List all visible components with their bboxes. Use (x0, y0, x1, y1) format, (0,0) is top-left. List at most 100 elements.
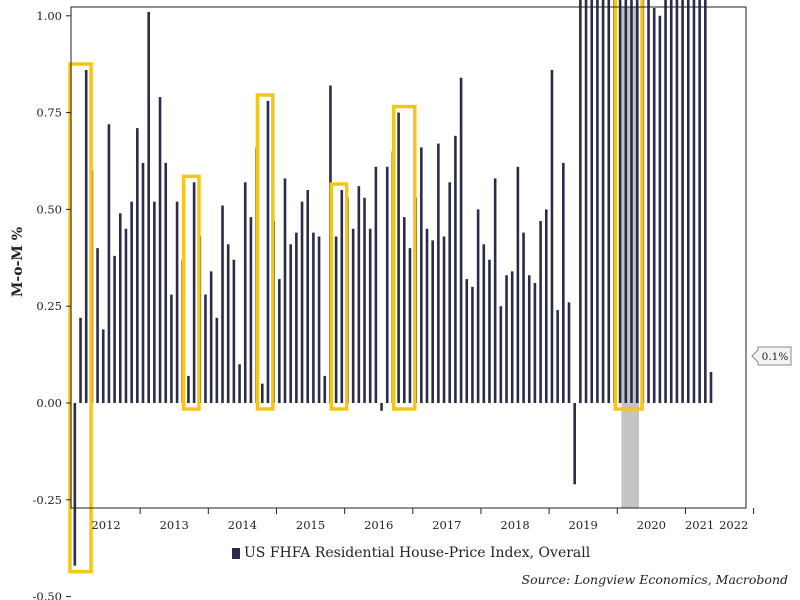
bar (635, 0, 639, 403)
bar (260, 383, 264, 403)
x-tick-label: 2020 (637, 518, 666, 532)
y-tick-label: -0.50 (33, 590, 63, 600)
bar (158, 97, 162, 403)
bar (647, 0, 650, 403)
bar (630, 0, 633, 403)
bar (84, 70, 88, 404)
x-tick-label: 2014 (228, 518, 257, 532)
bar (113, 255, 116, 403)
bar (522, 232, 525, 403)
x-tick-label: 2012 (91, 518, 120, 532)
bar (596, 0, 599, 403)
bar (209, 271, 213, 403)
bar (380, 403, 383, 411)
y-tick-label: -0.25 (33, 493, 63, 507)
bar (704, 0, 707, 404)
bar (221, 205, 224, 403)
bar (238, 364, 241, 403)
y-tick-label: 0.25 (36, 299, 62, 313)
bar (232, 259, 236, 403)
x-tick-label: 2021 (685, 518, 714, 532)
bar (96, 248, 99, 403)
bar (539, 221, 542, 403)
bar (351, 228, 355, 403)
bar (363, 197, 366, 403)
legend-label: US FHFA Residential House-Price Index, O… (244, 545, 591, 561)
highlight-boxes (68, 0, 644, 574)
bar (187, 375, 190, 403)
bar (243, 182, 247, 403)
bar (283, 178, 287, 403)
bar (118, 213, 122, 403)
bar (334, 236, 338, 403)
bar (397, 112, 400, 403)
bar (215, 317, 219, 403)
bar (624, 0, 628, 404)
bar (278, 279, 281, 403)
bar (493, 178, 497, 403)
y-tick-label: 0.75 (36, 106, 62, 120)
bar (130, 201, 133, 403)
bar (323, 375, 327, 403)
bar (420, 147, 423, 403)
bar (709, 372, 713, 403)
bar (374, 166, 378, 403)
bar (266, 100, 270, 403)
bar (510, 271, 514, 403)
bar (164, 162, 168, 403)
y-tick-label: 1.00 (36, 9, 62, 23)
bar (170, 294, 173, 403)
bar (601, 0, 605, 403)
bar (476, 209, 480, 403)
bar (79, 317, 82, 403)
latest-value-callout: 0.1% (751, 346, 792, 366)
bar (567, 302, 571, 403)
bar (442, 236, 446, 403)
bar (527, 275, 531, 403)
x-tick-label: 2017 (432, 518, 461, 532)
bar (675, 0, 679, 403)
bar (357, 186, 361, 403)
bar (499, 306, 503, 403)
x-tick-label: 2015 (296, 518, 325, 532)
bar (459, 77, 463, 403)
bar (431, 240, 434, 403)
bar (516, 166, 520, 403)
bar (618, 0, 622, 404)
bar (312, 232, 315, 403)
bar (562, 162, 565, 403)
y-axis-label: M-o-M % (10, 227, 26, 297)
legend-swatch (232, 547, 240, 559)
bar (658, 15, 662, 404)
y-axis: 2.001.751.501.251.000.750.500.250.00-0.2… (33, 9, 71, 600)
bar (73, 403, 77, 566)
x-tick-label: 2016 (364, 518, 393, 532)
highlight-box (255, 93, 275, 411)
bar (544, 209, 548, 403)
bar (107, 124, 111, 403)
x-tick-label: 2018 (500, 518, 529, 532)
x-tick-label: 2013 (160, 518, 189, 532)
highlight-box (329, 182, 349, 411)
bar (147, 11, 150, 403)
bar (141, 162, 145, 403)
highlight-box (68, 62, 93, 574)
highlight-box (181, 174, 201, 411)
bar (385, 166, 389, 403)
callout-label: 0.1% (762, 351, 789, 363)
bar (482, 244, 486, 403)
bar (681, 0, 684, 404)
bar (289, 244, 292, 403)
bar (402, 217, 406, 403)
bar (306, 190, 310, 403)
x-tick-label: 2022 (719, 518, 748, 532)
bar (698, 0, 701, 404)
bar (317, 236, 321, 403)
bar (408, 248, 412, 403)
source-note: Source: Longview Economics, Macrobond (521, 572, 788, 587)
bar (652, 8, 656, 403)
x-tick-label: 2019 (569, 518, 598, 532)
bar (533, 282, 537, 403)
bar (101, 329, 105, 403)
